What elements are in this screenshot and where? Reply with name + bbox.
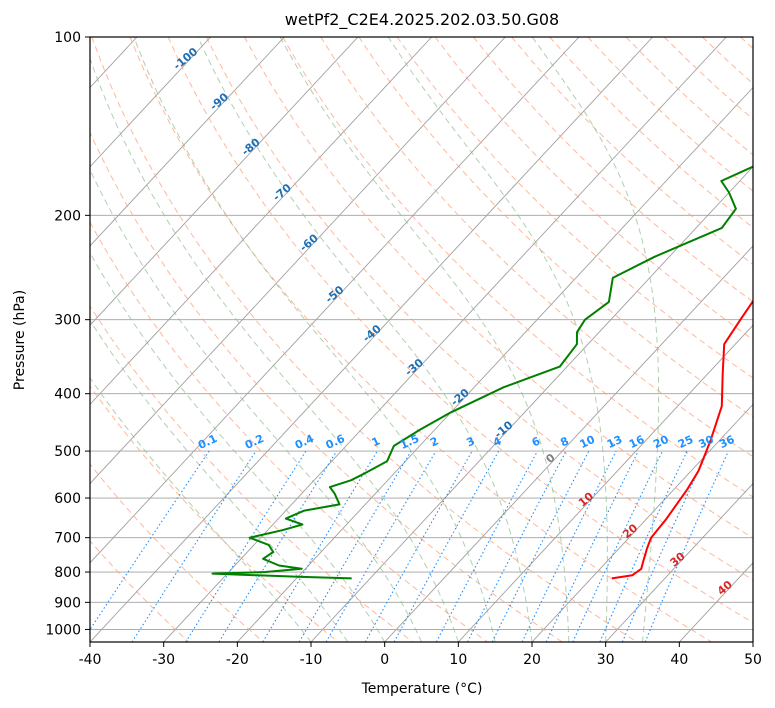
isotherm-line xyxy=(90,37,653,642)
isotherm-line xyxy=(605,482,753,642)
isotherm-line xyxy=(237,86,753,642)
x-axis-title: Temperature (°C) xyxy=(361,681,483,697)
isotherm-line xyxy=(458,324,753,642)
isotherm-line xyxy=(90,37,359,326)
dry-adiabat-line xyxy=(244,37,753,539)
mixing-ratio-line xyxy=(393,450,500,642)
dewpoint-profile-line xyxy=(211,165,753,580)
moist-adiabat-line xyxy=(90,377,312,642)
mixing-ratio-line xyxy=(621,450,709,642)
y-tick-label: 400 xyxy=(54,387,81,403)
mixing-ratio-line xyxy=(218,450,338,642)
x-axis-ticks: -40 -30 -20 -10 0 10 20 30 40 50 xyxy=(79,642,762,668)
moist-adiabat-line xyxy=(90,319,349,642)
dry-adiabat-line xyxy=(90,221,488,642)
moist-adiabat-line xyxy=(387,37,608,642)
x-tick-label: 50 xyxy=(744,652,762,668)
x-tick-label: -30 xyxy=(152,652,175,668)
mixing-ratio-line xyxy=(521,450,617,642)
plot-frame xyxy=(89,36,754,643)
dry-adiabat-line xyxy=(90,540,190,642)
dry-adiabat-line xyxy=(396,37,753,379)
dry-adiabat-line xyxy=(90,131,563,642)
mixing-ratio-line xyxy=(644,450,729,642)
isotherm-line xyxy=(90,37,432,406)
mixing-ratio-label: 20 xyxy=(651,433,671,451)
y-tick-label: 100 xyxy=(54,30,81,46)
y-tick-label: 1000 xyxy=(45,622,81,638)
moist-adiabat-line xyxy=(531,37,660,642)
mixing-ratio-label: 30 xyxy=(697,433,717,451)
moist-adiabat-line xyxy=(90,251,386,642)
dry-adiabat-line xyxy=(91,37,638,642)
mixing-ratio-label: 25 xyxy=(676,433,695,451)
x-tick-label: 10 xyxy=(449,652,467,668)
mixing-ratio-line xyxy=(364,450,473,642)
dry-adiabat-line xyxy=(434,37,753,341)
moist-adiabat-line xyxy=(90,168,422,642)
y-tick-label: 600 xyxy=(54,491,81,507)
mixing-ratio-line xyxy=(90,450,210,631)
x-tick-label: -40 xyxy=(79,652,102,668)
temperature-profile-line xyxy=(611,299,753,580)
x-tick-label: -20 xyxy=(226,652,249,668)
y-tick-label: 800 xyxy=(54,565,81,581)
y-tick-label: 500 xyxy=(54,444,81,460)
dry-adiabat-line xyxy=(90,305,414,642)
y-axis-title: Pressure (hPa) xyxy=(12,290,28,390)
moist-adiabat-line xyxy=(133,37,496,642)
dry-adiabat-line xyxy=(205,37,753,581)
moist-adiabat-line xyxy=(197,37,533,642)
mixing-ratio-line xyxy=(435,450,538,642)
mixing-ratio-label: 36 xyxy=(717,433,737,451)
y-tick-label: 300 xyxy=(54,313,81,329)
dry-adiabat-line xyxy=(90,463,264,642)
mixing-ratio-line xyxy=(131,450,257,642)
dry-adiabat-line xyxy=(473,37,753,303)
y-tick-label: 700 xyxy=(54,531,81,547)
x-tick-label: 0 xyxy=(380,652,389,668)
mixing-ratio-line xyxy=(491,450,590,642)
dry-adiabat-line xyxy=(129,37,712,642)
isotherm-line xyxy=(90,37,580,564)
isotherm-line xyxy=(531,403,753,642)
isotherm-line xyxy=(90,37,285,247)
x-tick-label: -10 xyxy=(300,652,323,668)
y-tick-label: 200 xyxy=(54,208,81,224)
mixing-ratio-label: 13 xyxy=(605,433,624,451)
y-axis-ticks: 100 200 300 400 500 600 700 800 900 1000 xyxy=(45,30,90,638)
isotherm-line xyxy=(310,166,753,642)
dry-adiabat-line xyxy=(282,37,753,498)
y-tick-label: 900 xyxy=(54,595,81,611)
mixing-ratio-label: 16 xyxy=(627,433,647,451)
x-tick-label: 30 xyxy=(597,652,615,668)
x-tick-label: 40 xyxy=(670,652,688,668)
isotherm-line xyxy=(90,37,211,168)
plot-area xyxy=(90,37,753,642)
isotherm-line xyxy=(384,245,753,642)
chart-title: wetPf2_C2E4.2025.202.03.50.G08 xyxy=(285,10,559,30)
moist-adiabat-line xyxy=(279,37,570,642)
dry-adiabat-line xyxy=(167,37,753,624)
mixing-ratio-line xyxy=(185,450,307,642)
x-tick-label: 20 xyxy=(523,652,541,668)
moist-adiabat-line xyxy=(90,57,459,642)
mixing-ratio-label: 10 xyxy=(578,433,598,451)
isotherm-line xyxy=(90,37,506,485)
